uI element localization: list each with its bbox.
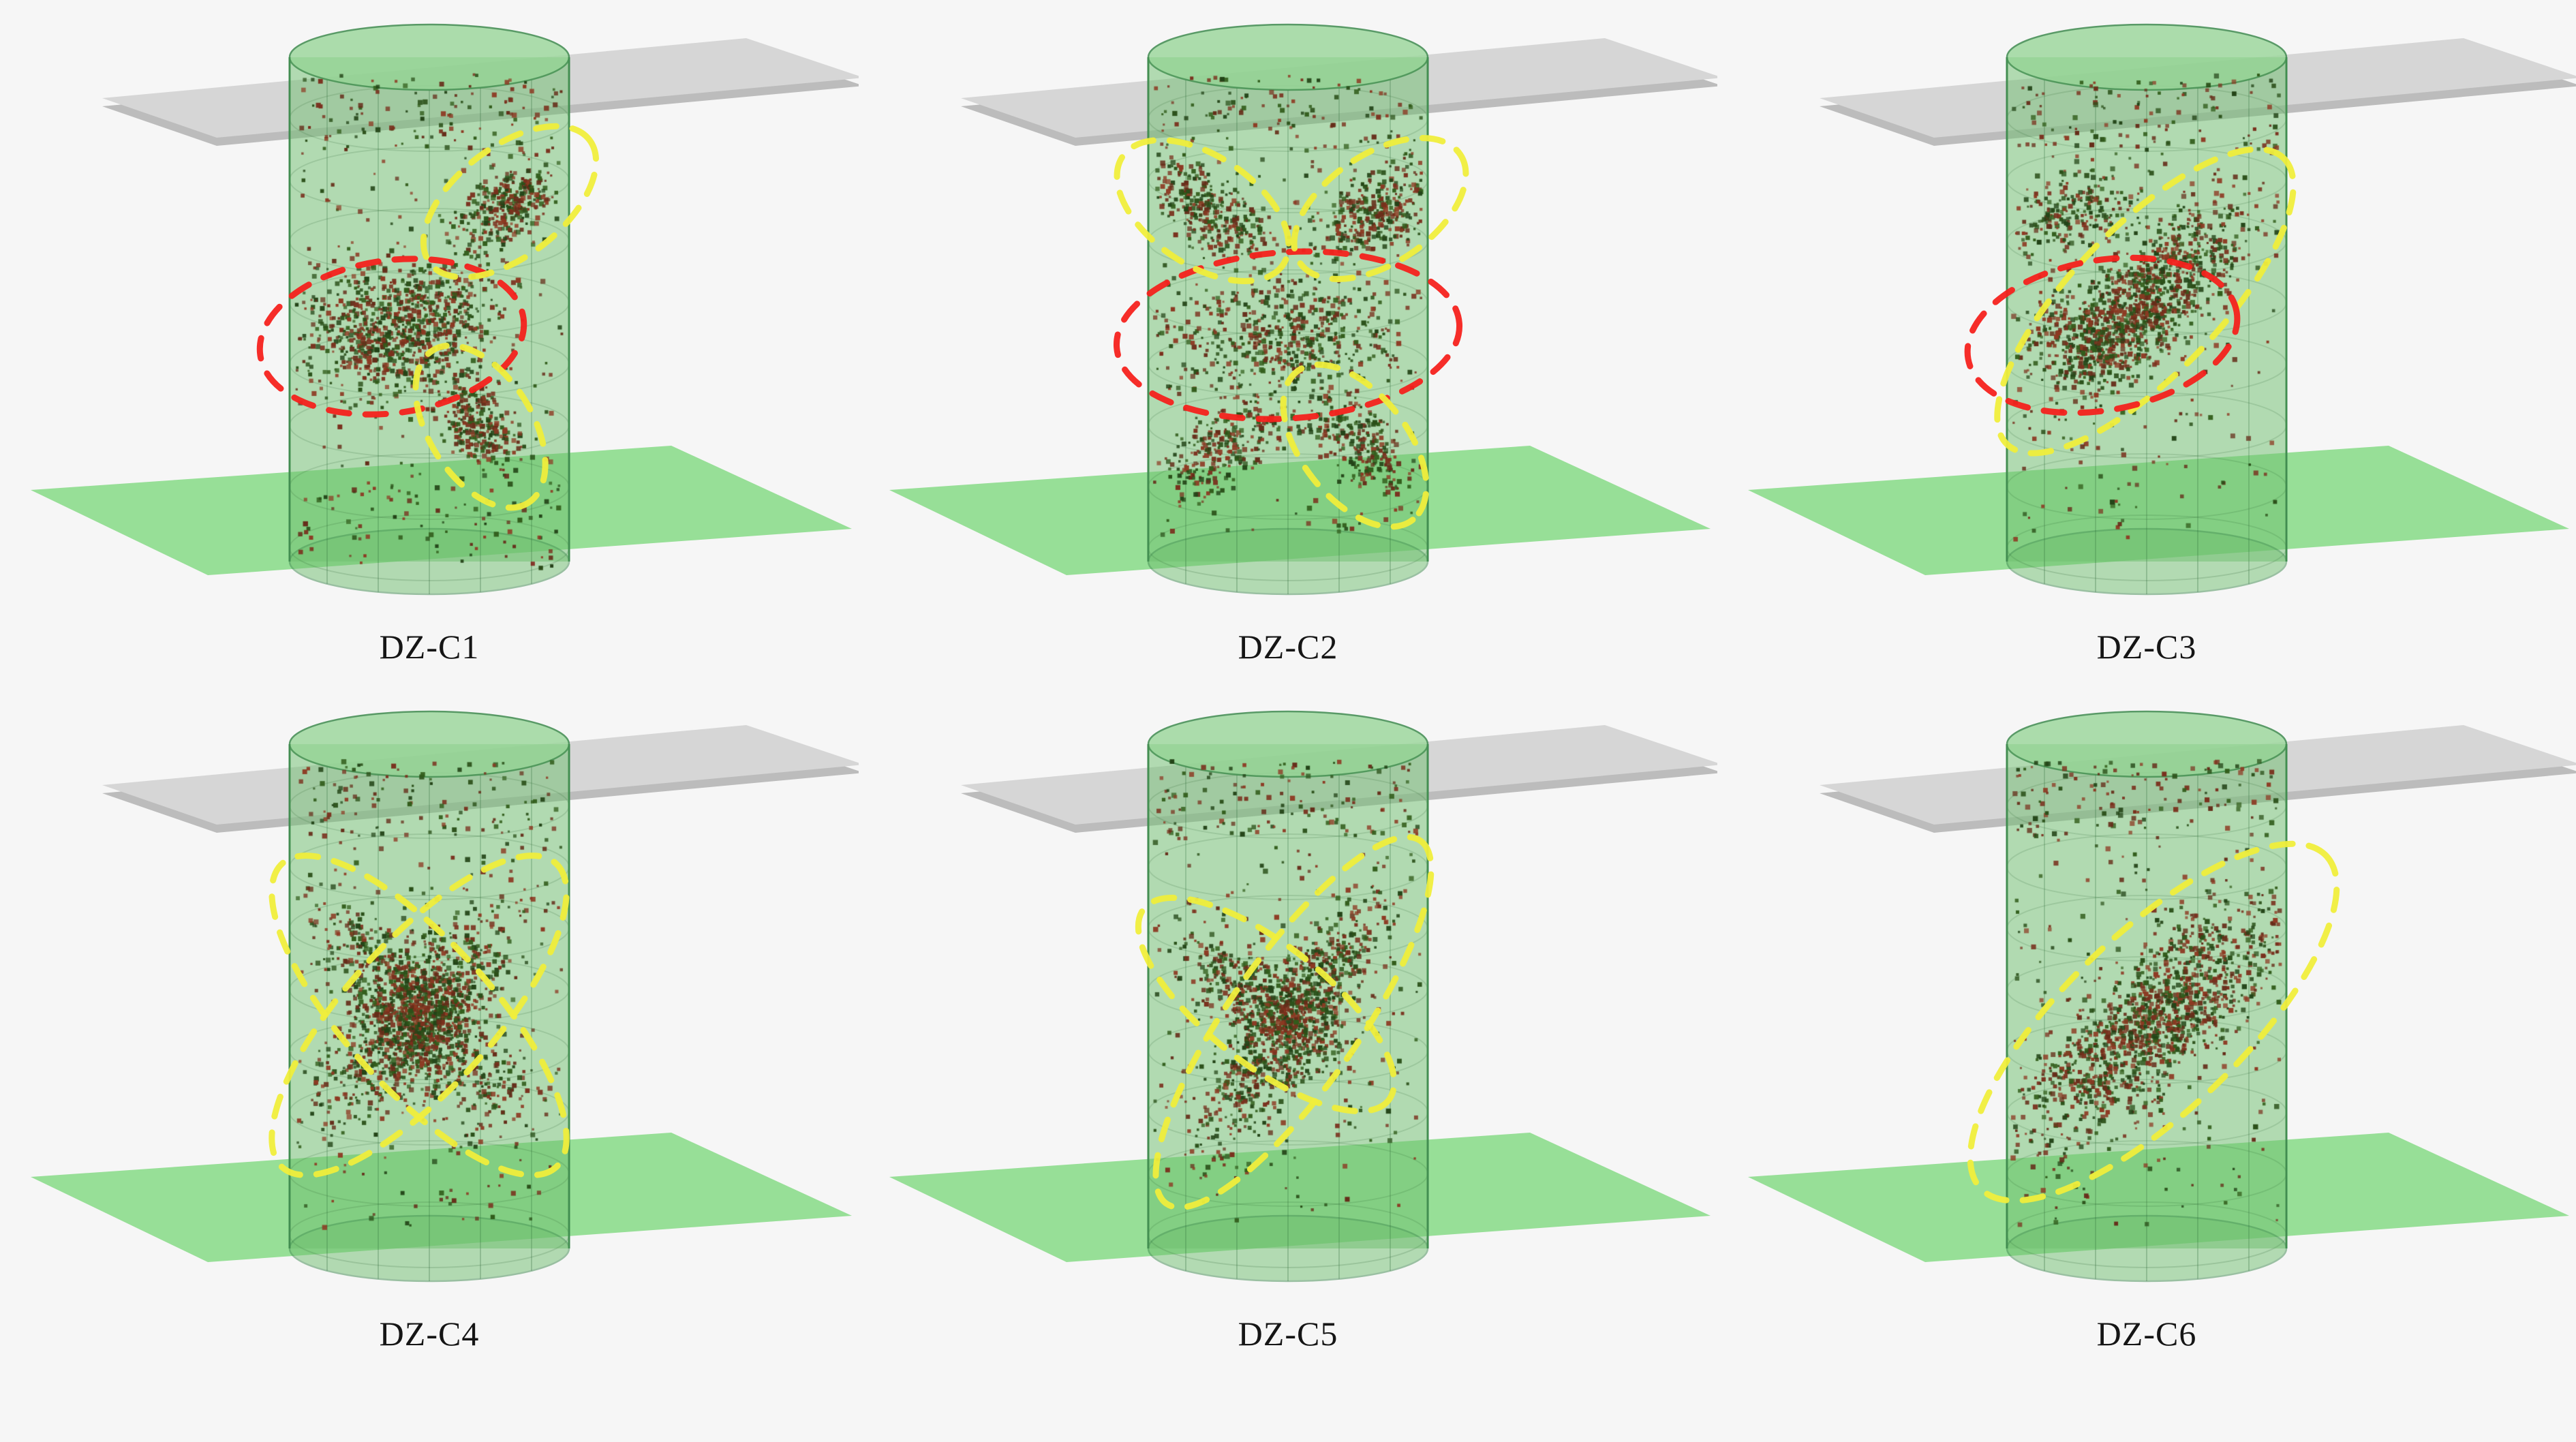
- panel-label: DZ-C1: [379, 628, 480, 666]
- particle-scatter-canvas: [859, 696, 1717, 1296]
- panel-label: DZ-C2: [1238, 628, 1338, 666]
- panel-dz-c1: DZ-C1: [0, 10, 859, 666]
- damage-zone-annotation-overlay: [1113, 57, 1469, 562]
- panel-label: DZ-C6: [2096, 1315, 2197, 1353]
- damage-zone-annotation-overlay: [1135, 744, 1435, 1248]
- specimen-3d-view: [859, 10, 1717, 609]
- damage-zone-annotation-overlay: [1964, 57, 2297, 562]
- panel-grid: DZ-C1 DZ-C2: [0, 10, 2576, 1353]
- specimen-3d-view: [0, 10, 859, 609]
- damage-zone-annotation-overlay: [269, 744, 570, 1248]
- panel-dz-c6: DZ-C6: [1717, 696, 2576, 1353]
- panel-dz-c4: DZ-C4: [0, 696, 859, 1353]
- panel-dz-c5: DZ-C5: [859, 696, 1717, 1353]
- panel-label: DZ-C5: [1238, 1315, 1338, 1353]
- panel-dz-c2: DZ-C2: [859, 10, 1717, 666]
- particle-scatter-canvas: [859, 10, 1717, 609]
- specimen-3d-view: [859, 696, 1717, 1296]
- particle-scatter-canvas: [1717, 696, 2576, 1296]
- specimen-3d-view: [1717, 696, 2576, 1296]
- particle-scatter-canvas: [1717, 10, 2576, 609]
- specimen-3d-view: [0, 696, 859, 1296]
- panel-label: DZ-C3: [2096, 628, 2197, 666]
- panel-dz-c3: DZ-C3: [1717, 10, 2576, 666]
- particle-scatter-canvas: [0, 10, 859, 609]
- specimen-3d-view: [1717, 10, 2576, 609]
- particle-scatter-canvas: [0, 696, 859, 1296]
- damage-zone-annotation-overlay: [1967, 744, 2340, 1248]
- damage-zone-annotation-overlay: [256, 57, 600, 562]
- panel-label: DZ-C4: [379, 1315, 480, 1353]
